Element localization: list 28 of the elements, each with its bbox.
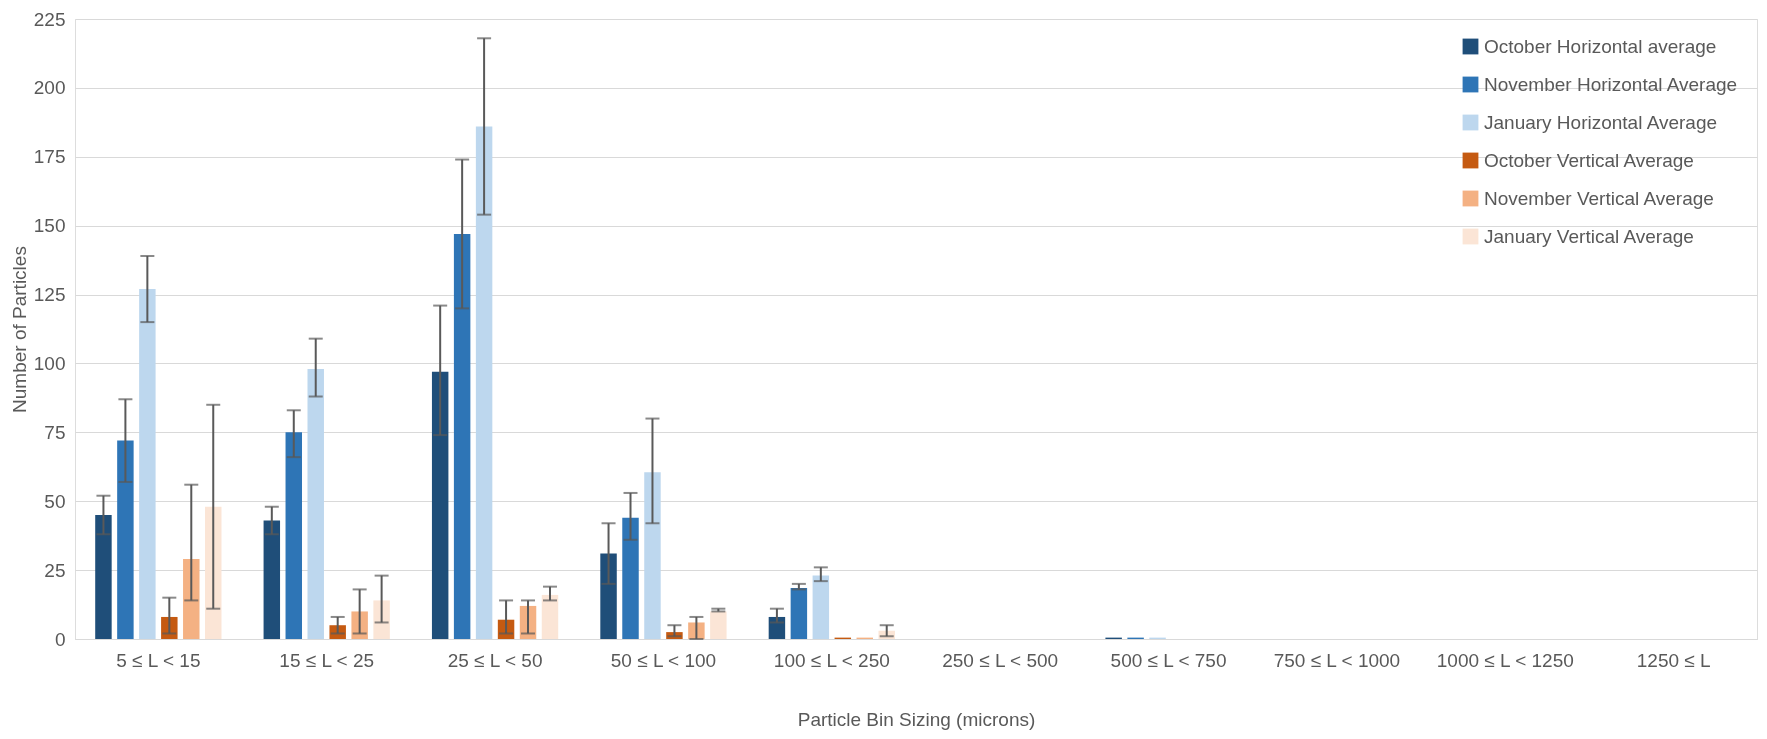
y-tick-label: 200 [33, 77, 66, 99]
legend-label: November Vertical Average [1484, 187, 1714, 209]
legend-label: January Horizontal Average [1484, 111, 1718, 133]
x-tick-label: 50 ≤ L < 100 [610, 649, 717, 671]
x-tick-label: 1000 ≤ L < 1250 [1436, 649, 1574, 671]
y-tick-label: 25 [44, 559, 66, 581]
x-tick-label: 15 ≤ L < 25 [279, 649, 375, 671]
x-tick-label: 1250 ≤ L [1636, 649, 1711, 671]
y-tick-label: 225 [33, 8, 66, 30]
x-tick-label: 750 ≤ L < 1000 [1273, 649, 1401, 671]
x-tick-label: 500 ≤ L < 750 [1110, 649, 1227, 671]
legend-label: January Vertical Average [1484, 225, 1694, 247]
y-tick-label: 150 [33, 215, 66, 237]
x-tick-label: 250 ≤ L < 500 [942, 649, 1059, 671]
x-tick-label: 25 ≤ L < 50 [447, 649, 543, 671]
x-tick-label: 5 ≤ L < 15 [116, 649, 201, 671]
y-tick-label: 50 [44, 490, 66, 512]
y-tick-label: 100 [33, 352, 66, 374]
y-axis-title: Number of Particles [8, 246, 30, 413]
legend-label: October Vertical Average [1484, 149, 1694, 171]
x-tick-label: 100 ≤ L < 250 [773, 649, 890, 671]
legend-label: November Horizontal Average [1484, 73, 1738, 95]
x-axis-title: Particle Bin Sizing (microns) [797, 708, 1036, 730]
y-tick-label: 0 [54, 628, 66, 650]
y-tick-label: 75 [44, 421, 66, 443]
legend-label: October Horizontal average [1484, 35, 1717, 57]
y-tick-label: 175 [33, 146, 66, 168]
y-tick-label: 125 [33, 284, 66, 306]
